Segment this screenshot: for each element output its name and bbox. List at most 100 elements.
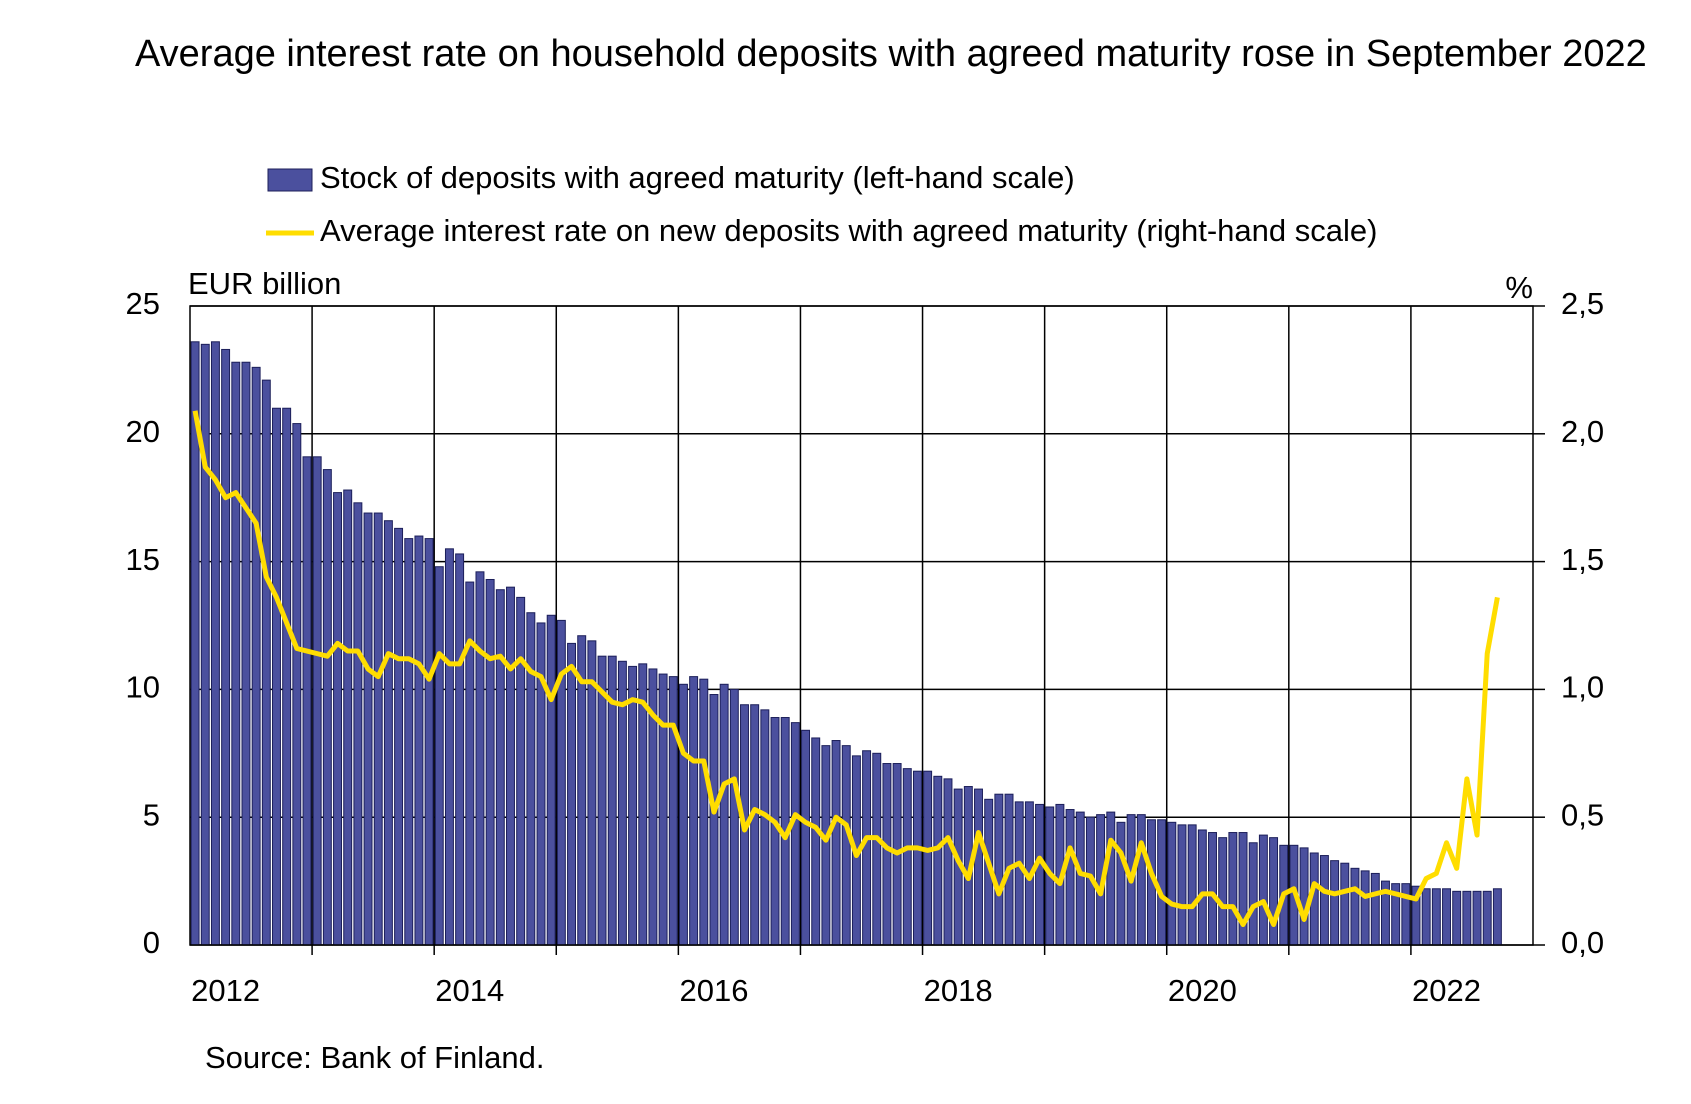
bar — [1177, 824, 1187, 946]
y-axis-label: EUR billion — [188, 266, 341, 301]
bar — [1238, 832, 1248, 946]
line — [192, 410, 1500, 928]
x-tick-label: 2020 — [1168, 973, 1237, 1008]
bar — [1340, 862, 1350, 946]
bar — [1462, 890, 1472, 946]
bar — [414, 535, 424, 946]
y-tick-label: 5 — [143, 797, 160, 832]
bar — [465, 581, 475, 946]
x-tick-label: 2016 — [679, 973, 748, 1008]
bar — [658, 673, 668, 946]
plot-frame — [189, 305, 1534, 946]
bar — [200, 343, 210, 946]
y2-tick-label: 2,5 — [1561, 286, 1604, 321]
bar — [933, 775, 943, 946]
bar — [485, 578, 495, 946]
bar — [536, 622, 546, 946]
bar — [821, 745, 831, 946]
bar — [1431, 888, 1441, 946]
bar — [282, 407, 292, 946]
bar — [261, 379, 271, 946]
bar — [689, 676, 699, 946]
bar — [1360, 870, 1370, 946]
y2-tick-label: 1,5 — [1561, 542, 1604, 577]
bar — [760, 709, 770, 946]
bar — [1472, 890, 1482, 946]
bar — [668, 676, 678, 946]
bar — [1442, 888, 1451, 946]
bar — [912, 770, 922, 946]
x-tick-label: 2018 — [924, 973, 993, 1008]
bar — [1035, 803, 1045, 946]
bar — [709, 694, 719, 946]
x-tick-label: 2014 — [435, 973, 504, 1008]
bar — [251, 366, 261, 946]
bar — [699, 678, 709, 946]
bar — [434, 566, 444, 946]
bar — [210, 341, 220, 946]
bar — [312, 456, 322, 946]
bar — [750, 704, 760, 946]
bar — [1228, 832, 1238, 946]
bar — [729, 688, 739, 946]
bar — [526, 612, 536, 946]
bar — [1269, 837, 1279, 946]
chart-title: Average interest rate on household depos… — [135, 33, 1647, 75]
bar — [455, 553, 465, 946]
bar — [424, 538, 434, 946]
bar — [1197, 829, 1207, 946]
bar — [1065, 809, 1075, 946]
bar — [1116, 821, 1126, 946]
y-tick-label: 25 — [126, 286, 160, 321]
bar — [1014, 801, 1024, 946]
bar — [882, 763, 892, 946]
bar — [373, 512, 383, 946]
legend-label: Average interest rate on new deposits wi… — [320, 213, 1377, 248]
bar — [994, 793, 1004, 946]
bar — [394, 527, 404, 946]
bar — [333, 492, 342, 946]
bar — [862, 750, 872, 946]
bar — [1299, 847, 1309, 946]
bar — [872, 752, 882, 946]
y2-tick-label: 0,5 — [1561, 797, 1604, 832]
bar — [1350, 867, 1360, 946]
grid — [190, 305, 1533, 955]
bar — [831, 740, 841, 946]
bar — [943, 778, 953, 946]
bar — [790, 722, 800, 946]
bar — [1075, 811, 1085, 946]
bar — [1452, 890, 1462, 946]
bar — [292, 423, 302, 946]
bar — [272, 407, 281, 946]
y-tick-label: 15 — [126, 542, 160, 577]
bar — [302, 456, 312, 946]
bar — [1187, 824, 1197, 946]
bar — [811, 737, 821, 946]
bar — [1258, 834, 1268, 946]
y2-axis-label: % — [1505, 270, 1533, 305]
bar — [1401, 883, 1411, 946]
bar — [343, 489, 353, 946]
bar — [322, 469, 332, 946]
bar — [841, 745, 851, 946]
bar — [495, 589, 505, 946]
bar — [974, 788, 983, 946]
bar — [383, 520, 393, 946]
bar — [1492, 888, 1502, 946]
bar — [923, 770, 933, 946]
source: Source: Bank of Finland. — [205, 1040, 544, 1075]
legend-swatch — [267, 168, 313, 192]
y-tick-label: 20 — [126, 414, 160, 449]
bar — [1208, 832, 1217, 946]
y2-tick-label: 1,0 — [1561, 670, 1604, 705]
bar — [444, 548, 454, 946]
bar — [221, 348, 231, 946]
bar — [1157, 819, 1167, 946]
bar — [628, 665, 638, 946]
bar — [546, 614, 556, 946]
bar — [770, 717, 780, 946]
bar — [231, 361, 241, 946]
bar — [1106, 811, 1116, 946]
